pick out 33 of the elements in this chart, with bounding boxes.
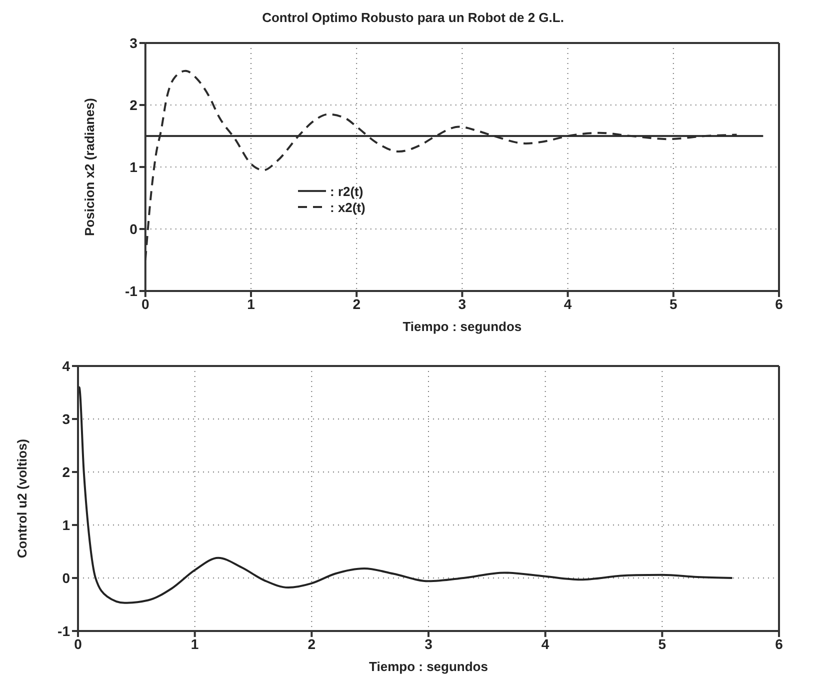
x-axis-title: Tiempo : segundos: [369, 659, 488, 674]
x-tick-label: 1: [190, 636, 199, 652]
y-tick-label: 2: [62, 464, 70, 480]
y-tick-label: 3: [130, 34, 138, 51]
x-tick-label: 2: [352, 296, 361, 312]
y-tick-label: 4: [62, 358, 70, 374]
x-axis-title: Tiempo : segundos: [402, 319, 522, 334]
y-tick-label: 2: [130, 96, 138, 113]
y-tick-label: 1: [62, 516, 70, 533]
chart-title: Control Optimo Robusto para un Robot de 2 G.L.: [261, 10, 565, 25]
x-tick-label: 1: [247, 296, 256, 312]
x-tick-label: 0: [141, 296, 150, 312]
y-axis-title: Control u2 (voltios): [14, 438, 30, 558]
x-tick-label: 6: [775, 296, 784, 312]
x-tick-label: 6: [775, 636, 784, 652]
x-tick-label: 4: [541, 636, 550, 652]
y-tick-label: -1: [58, 622, 70, 639]
x-tick-label: 4: [564, 296, 572, 312]
x-tick-label: 3: [424, 636, 433, 652]
x-tick-label: 2: [308, 636, 316, 652]
x-tick-label: 3: [458, 296, 466, 312]
x-tick-label: 0: [74, 636, 82, 652]
x-tick-label: 5: [658, 636, 666, 652]
y-tick-label: -1: [124, 282, 138, 299]
x-tick-label: 5: [670, 296, 678, 312]
y-tick-label: 1: [130, 158, 138, 175]
legend-label: : r2(t): [330, 184, 364, 198]
y-tick-label: 3: [62, 410, 70, 427]
y-tick-label: 0: [130, 220, 138, 237]
y-axis-title: Posicion x2 (radianes): [82, 98, 98, 236]
line-series: [78, 386, 734, 604]
y-tick-label: 0: [62, 570, 70, 586]
legend-label: : x2(t): [330, 200, 366, 214]
